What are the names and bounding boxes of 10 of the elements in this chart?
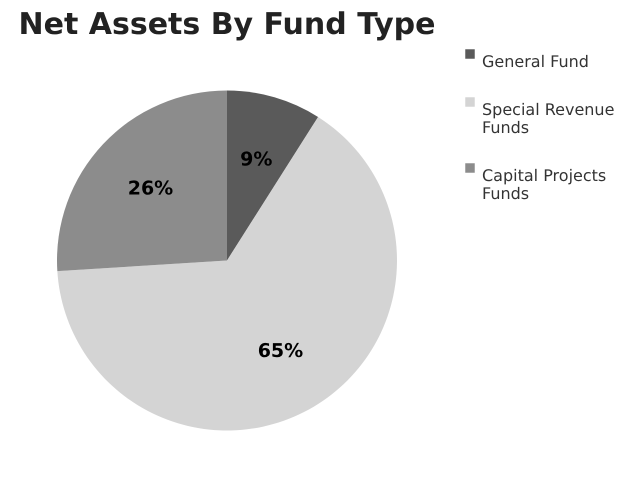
data-label: 9%	[240, 148, 272, 171]
data-label: 65%	[258, 340, 304, 362]
legend-label: Special Revenue Funds	[482, 100, 614, 137]
pie-slice	[227, 90, 318, 260]
pie-slice	[57, 90, 227, 272]
legend-label: Capital Projects Funds	[482, 166, 606, 203]
legend-label: General Fund	[482, 52, 589, 71]
pie-slice	[57, 116, 397, 430]
chart-title: Net Assets By Fund Type	[18, 7, 436, 42]
data-label: 26%	[128, 178, 174, 200]
